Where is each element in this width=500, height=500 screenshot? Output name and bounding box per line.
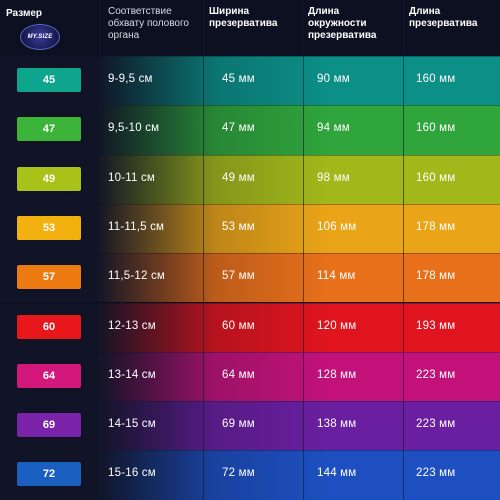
row-separator bbox=[0, 105, 500, 107]
column-divider bbox=[303, 0, 304, 500]
girth-cell: 11,5-12 см bbox=[108, 270, 166, 283]
length-cell: 223 мм bbox=[416, 368, 456, 381]
header-circumference: Длина окружности презерватива bbox=[308, 6, 377, 41]
length-cell: 223 мм bbox=[416, 467, 456, 480]
column-divider bbox=[403, 0, 404, 500]
table-row: 69 14-15 см 69 мм 138 мм 223 мм bbox=[0, 401, 500, 451]
circumference-cell: 138 мм bbox=[317, 418, 357, 431]
circumference-cell: 94 мм bbox=[317, 122, 350, 135]
size-badge: 64 bbox=[17, 363, 81, 388]
column-divider bbox=[99, 0, 100, 500]
table-row: 57 11,5-12 см 57 мм 114 мм 178 мм bbox=[0, 253, 500, 303]
size-badge: 60 bbox=[17, 314, 81, 339]
girth-cell: 14-15 см bbox=[108, 418, 156, 431]
table-row: 45 9-9,5 см 45 мм 90 мм 160 мм bbox=[0, 56, 500, 106]
row-separator bbox=[0, 154, 500, 156]
row-separator bbox=[0, 450, 500, 452]
header-length: Длина презерватива bbox=[409, 6, 478, 29]
row-separator bbox=[0, 253, 500, 255]
size-badge: 53 bbox=[17, 215, 81, 240]
width-cell: 45 мм bbox=[222, 73, 255, 85]
width-cell: 60 мм bbox=[222, 319, 255, 332]
length-cell: 160 мм bbox=[416, 171, 456, 184]
header-width: Ширина презерватива bbox=[209, 6, 278, 29]
width-cell: 53 мм bbox=[222, 220, 255, 233]
width-cell: 64 мм bbox=[222, 368, 255, 381]
table-header: Размер MY.SIZE Соответствие обхвату поло… bbox=[0, 0, 500, 56]
girth-cell: 9-9,5 см bbox=[108, 73, 153, 85]
row-separator bbox=[0, 56, 500, 57]
length-cell: 223 мм bbox=[416, 418, 456, 431]
girth-cell: 12-13 см bbox=[108, 319, 156, 332]
size-badge: 69 bbox=[17, 413, 81, 438]
circumference-cell: 144 мм bbox=[317, 467, 357, 480]
column-divider bbox=[203, 0, 204, 500]
length-cell: 193 мм bbox=[416, 319, 456, 332]
table-row: 64 13-14 см 64 мм 128 мм 223 мм bbox=[0, 351, 500, 402]
row-separator bbox=[0, 351, 500, 353]
width-cell: 49 мм bbox=[222, 171, 255, 184]
size-badge: 47 bbox=[17, 117, 81, 142]
girth-cell: 13-14 см bbox=[108, 368, 156, 381]
size-badge: 72 bbox=[17, 462, 81, 487]
length-cell: 178 мм bbox=[416, 270, 456, 283]
size-badge: 45 bbox=[17, 68, 81, 92]
length-cell: 178 мм bbox=[416, 220, 456, 233]
girth-cell: 11-11,5 см bbox=[108, 220, 165, 233]
mysize-logo: MY.SIZE bbox=[20, 24, 60, 50]
table-row: 49 10-11 см 49 мм 98 мм 160 мм bbox=[0, 154, 500, 204]
girth-cell: 9,5-10 см bbox=[108, 122, 160, 135]
circumference-cell: 90 мм bbox=[317, 73, 350, 85]
width-cell: 69 мм bbox=[222, 418, 255, 431]
length-cell: 160 мм bbox=[416, 122, 456, 135]
circumference-cell: 114 мм bbox=[317, 270, 356, 283]
circumference-cell: 120 мм bbox=[317, 319, 357, 332]
table-row: 47 9,5-10 см 47 мм 94 мм 160 мм bbox=[0, 105, 500, 155]
width-cell: 72 мм bbox=[222, 467, 255, 480]
circumference-cell: 128 мм bbox=[317, 368, 357, 381]
header-girth: Соответствие обхвату полового органа bbox=[108, 6, 189, 41]
girth-cell: 10-11 см bbox=[108, 171, 156, 184]
header-size: Размер bbox=[6, 8, 43, 19]
table-row: 53 11-11,5 см 53 мм 106 мм 178 мм bbox=[0, 203, 500, 254]
width-cell: 47 мм bbox=[222, 122, 255, 135]
girth-cell: 15-16 см bbox=[108, 467, 156, 480]
circumference-cell: 106 мм bbox=[317, 220, 357, 233]
row-separator bbox=[0, 401, 500, 403]
circumference-cell: 98 мм bbox=[317, 171, 350, 184]
size-badge: 57 bbox=[17, 265, 81, 290]
length-cell: 160 мм bbox=[416, 73, 456, 85]
size-badge: 49 bbox=[17, 166, 81, 191]
table-row: 72 15-16 см 72 мм 144 мм 223 мм bbox=[0, 450, 500, 500]
row-separator bbox=[0, 203, 500, 205]
width-cell: 57 мм bbox=[222, 270, 255, 283]
row-separator bbox=[0, 302, 500, 304]
table-row: 60 12-13 см 60 мм 120 мм 193 мм bbox=[0, 302, 500, 352]
